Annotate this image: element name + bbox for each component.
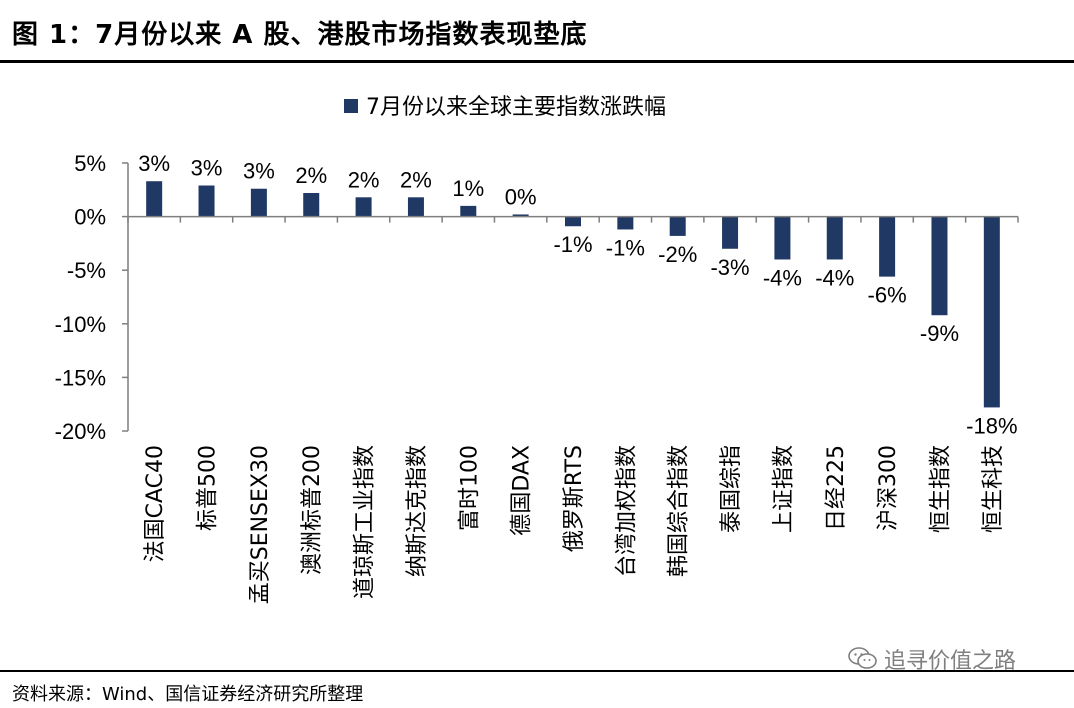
data-label: 3% [138,151,170,176]
legend-label: 7月份以来全球主要指数涨跌幅 [366,95,666,120]
category-label: 沪深300 [876,445,901,531]
title-bar: 图 1：7月份以来 A 股、港股市场指数表现垫底 [0,0,1074,63]
footer-rule [0,670,1074,672]
bar [774,216,791,260]
bar [617,216,634,230]
category-label: 恒生指数 [928,445,953,533]
bar [931,216,948,316]
title-rule [0,60,1074,63]
data-label: 0% [505,184,537,209]
legend-swatch [344,99,358,113]
bar [722,216,739,249]
category-label: 台湾加权指数 [614,445,639,577]
source-note: 资料来源：Wind、国信证券经济研究所整理 [12,684,364,705]
data-labels: 3% 3% 3% 2% 2% 2% 1% 0% -1% -1% -2% -3% -4% -4% -6% -9%… [138,151,1017,438]
figure-title: 图 1：7月份以来 A 股、港股市场指数表现垫底 [12,20,588,50]
data-label: -18% [966,413,1017,438]
category-label: 纳斯达克指数 [405,445,430,577]
bar [879,216,896,277]
y-tick-label: -15% [55,365,106,390]
data-label: 1% [452,176,484,201]
data-label: -1% [553,232,592,257]
watermark: 追寻价值之路 [848,644,1016,674]
category-label: 富时100 [457,445,482,531]
data-label: 3% [191,156,223,181]
bar [198,185,215,217]
bar [669,216,686,236]
x-axis [127,215,1019,223]
bar [512,214,529,217]
category-label: 俄罗斯RTS [562,445,587,552]
y-tick-label: -5% [67,258,106,283]
data-label: -4% [763,265,802,290]
bar [250,188,267,217]
category-label: 泰国综指 [719,445,744,533]
data-label: -6% [868,283,907,308]
category-label: 德国DAX [510,445,535,536]
bar [146,181,163,217]
bar [983,216,1000,408]
bar [407,197,424,217]
bar [826,216,843,260]
bars [146,181,1000,408]
data-label: -4% [815,265,854,290]
bar [565,216,581,227]
category-label: 上证指数 [771,445,796,533]
y-tick-label: -10% [55,312,106,337]
wechat-icon [848,647,877,669]
data-label: 2% [400,167,432,192]
bar-chart: 7月份以来全球主要指数涨跌幅 5%0%-5%-10%-15%-20% 3% 3% 3… [55,95,1019,604]
category-label: 韩国综合指数 [667,445,692,577]
category-label: 恒生科技 [981,445,1006,533]
y-tick-label: 5% [74,151,106,176]
bar [303,193,320,217]
data-label: -1% [606,235,645,260]
category-label: 澳洲标普200 [300,445,325,575]
bar [460,205,477,217]
category-label: 孟买SENSEX30 [248,445,273,604]
category-label: 标普500 [196,445,221,531]
category-label: 日经225 [824,445,849,531]
data-label: -2% [658,242,697,267]
data-label: 3% [243,159,275,184]
y-tick-label: 0% [74,205,106,230]
bar [355,197,372,217]
y-axis: 5% 0% -5% -10% -15% -20% [55,151,129,444]
legend: 7月份以来全球主要指数涨跌幅 [344,95,666,120]
watermark-text: 追寻价值之路 [884,649,1017,674]
category-label: 法国CAC40 [143,445,168,562]
data-label: -3% [710,255,749,280]
category-labels: 法国CAC40 标普500 孟买SENSEX30 澳洲标普200 道琼斯工业指数 纳斯达克… [143,445,1006,604]
y-tick-label: -20% [55,419,106,444]
data-label: 2% [295,163,327,188]
data-label: -9% [920,321,959,346]
category-label: 道琼斯工业指数 [353,445,378,599]
data-label: 2% [348,167,380,192]
